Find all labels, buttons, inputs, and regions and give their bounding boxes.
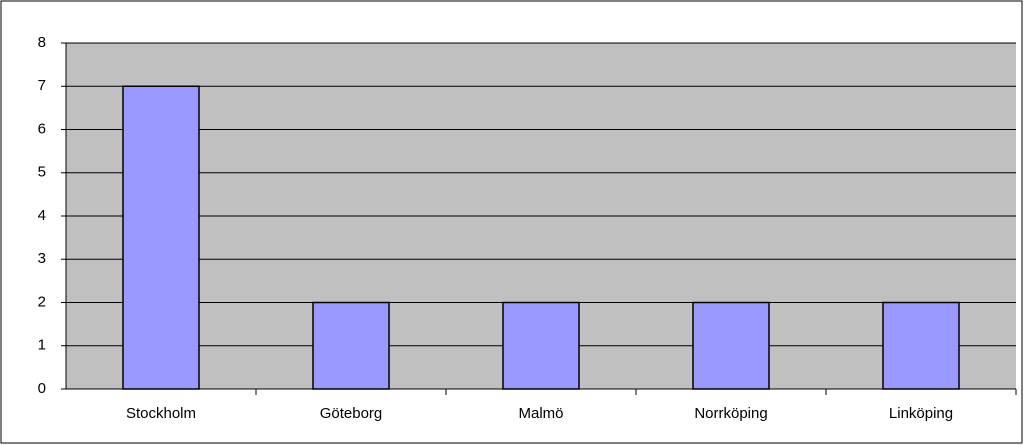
x-tick-label: Norrköping: [694, 405, 767, 422]
bar: [312, 301, 390, 390]
x-tick-label: Linköping: [889, 405, 953, 422]
x-tick-label: Stockholm: [126, 405, 196, 422]
bar: [122, 85, 200, 390]
y-tick-label: 6: [38, 120, 46, 137]
y-tick-label: 7: [38, 77, 46, 94]
y-tick-label: 5: [38, 164, 46, 181]
y-tick-label: 2: [38, 293, 46, 310]
y-tick-label: 1: [38, 337, 46, 354]
x-tick-label: Göteborg: [320, 405, 383, 422]
bar: [502, 301, 580, 390]
y-tick-label: 8: [38, 34, 46, 51]
y-tick-label: 0: [38, 380, 46, 397]
y-tick-label: 4: [38, 207, 46, 224]
x-tick-label: Malmö: [518, 405, 563, 422]
y-tick-label: 3: [38, 250, 46, 267]
bar: [692, 301, 770, 390]
bar: [882, 301, 960, 390]
